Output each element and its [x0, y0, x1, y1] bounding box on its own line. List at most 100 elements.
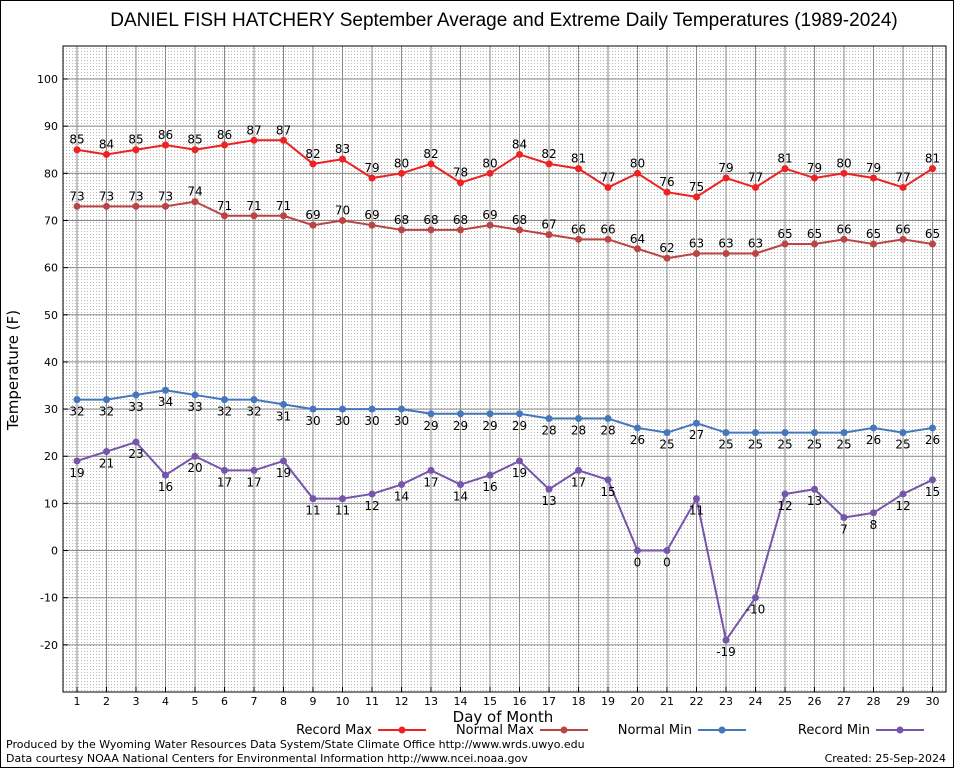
record-min-data-label: 19: [276, 466, 291, 480]
record-min-data-label: 0: [663, 556, 671, 570]
normal-max-point: [368, 221, 376, 229]
record-max-point: [250, 136, 258, 144]
normal-max-data-label: 65: [925, 227, 940, 241]
record-min-point: [132, 438, 140, 446]
record-max-point: [73, 146, 81, 154]
normal-min-point: [929, 424, 936, 432]
x-tick-label: 10: [336, 695, 350, 708]
record-max-point: [427, 160, 435, 168]
plot-border: [62, 45, 947, 693]
x-tick-label: 4: [162, 695, 169, 708]
normal-min-data-label: 31: [276, 409, 291, 423]
normal-max-data-label: 66: [600, 222, 615, 236]
y-tick-label: 40: [44, 356, 58, 369]
normal-min-data-label: 25: [777, 438, 792, 452]
record-max-data-label: 80: [836, 156, 851, 170]
normal-max-data-label: 71: [276, 199, 291, 213]
record-max-point: [604, 183, 612, 191]
record-min-data-label: 11: [689, 504, 704, 518]
record-min-point: [162, 471, 169, 479]
normal-min-point: [604, 415, 612, 423]
record-max-point: [162, 141, 169, 149]
x-tick-label: 18: [572, 695, 586, 708]
legend: Record Max Normal Max Normal Min Record Min: [296, 723, 924, 738]
normal-min-data-label: 30: [305, 414, 320, 428]
normal-min-line: [77, 389, 933, 434]
record-max-data-label: 85: [128, 133, 143, 147]
x-tick-label: 3: [133, 695, 140, 708]
normal-min-point: [398, 405, 405, 413]
normal-min-point: [899, 429, 907, 437]
normal-min-point: [752, 429, 759, 437]
record-max-point: [752, 183, 759, 191]
record-max-line: [76, 139, 934, 198]
normal-max-data-label: 66: [836, 222, 851, 236]
record-max-point: [663, 188, 671, 196]
footer-data-courtesy: Data courtesy NOAA National Centers for …: [6, 752, 528, 765]
record-max-data-label: 77: [748, 170, 763, 184]
normal-min-point: [132, 391, 140, 399]
normal-max-data-label: 68: [423, 213, 438, 227]
normal-min-point: [545, 415, 553, 423]
record-min-data-label: 15: [925, 485, 940, 499]
normal-max-point: [221, 212, 228, 220]
record-max-point: [191, 146, 199, 154]
record-min-point: [545, 485, 553, 493]
record-max-data-label: 82: [305, 147, 320, 161]
y-tick-label: 90: [44, 120, 58, 133]
normal-min-data-label: 32: [246, 405, 261, 419]
y-tick-label: 50: [44, 309, 58, 322]
normal-min-data-label: 25: [895, 438, 910, 452]
record-max-point: [309, 160, 317, 168]
record-max-data-label: 79: [364, 161, 379, 175]
record-max-data-label: 87: [246, 123, 261, 137]
record-min-point: [73, 457, 81, 465]
grid-lines: [63, 46, 946, 692]
normal-max-point: [103, 202, 110, 210]
record-min-data-label: 13: [807, 494, 822, 508]
record-max-point: [693, 193, 700, 201]
normal-max-point: [840, 235, 848, 243]
normal-max-data-label: 71: [246, 199, 261, 213]
record-max-data-label: 80: [482, 156, 497, 170]
normal-max-point: [457, 226, 464, 234]
record-min-data-label: 12: [777, 499, 792, 513]
normal-min-data-label: 34: [158, 395, 173, 409]
normal-max-point: [280, 212, 287, 220]
record-min-data-label: 20: [187, 461, 202, 475]
normal-max-point: [398, 226, 405, 234]
record-max-data-label: 77: [895, 170, 910, 184]
record-max-point: [781, 165, 789, 173]
normal-min-point: [722, 429, 730, 437]
normal-min-point: [486, 410, 494, 418]
legend-marker-normal-min: [718, 726, 726, 734]
series-normal-min: 32 32 33 34 33 32 32 31 30 30 30 30 29 29 29 29 28 28 28 26…: [69, 386, 940, 452]
record-min-data-label: 11: [335, 504, 350, 518]
record-max-data-label: 87: [276, 123, 291, 137]
record-min-point: [427, 466, 435, 474]
record-max-point: [486, 169, 494, 177]
record-max-data-label: 86: [217, 128, 232, 142]
record-max-point: [398, 169, 405, 177]
legend-label-record-max: Record Max: [296, 723, 372, 738]
normal-min-data-label: 29: [512, 419, 527, 433]
record-min-data-label: 12: [364, 499, 379, 513]
normal-min-point: [811, 429, 818, 437]
record-max-point: [339, 155, 346, 163]
normal-min-point: [309, 405, 317, 413]
record-min-point: [103, 448, 110, 456]
record-min-point: [781, 490, 789, 498]
normal-max-point: [811, 240, 818, 248]
record-min-point: [339, 495, 346, 503]
normal-max-point: [575, 235, 582, 243]
normal-max-data-label: 63: [718, 236, 733, 250]
record-min-point: [221, 466, 228, 474]
footer-produced-by: Produced by the Wyoming Water Resources …: [6, 738, 585, 751]
normal-max-data-label: 66: [571, 222, 586, 236]
normal-max-data-label: 73: [99, 189, 114, 203]
record-min-point: [604, 476, 612, 484]
record-max-point: [132, 146, 140, 154]
legend-label-normal-max: Normal Max: [456, 723, 534, 738]
x-tick-label: 16: [513, 695, 527, 708]
